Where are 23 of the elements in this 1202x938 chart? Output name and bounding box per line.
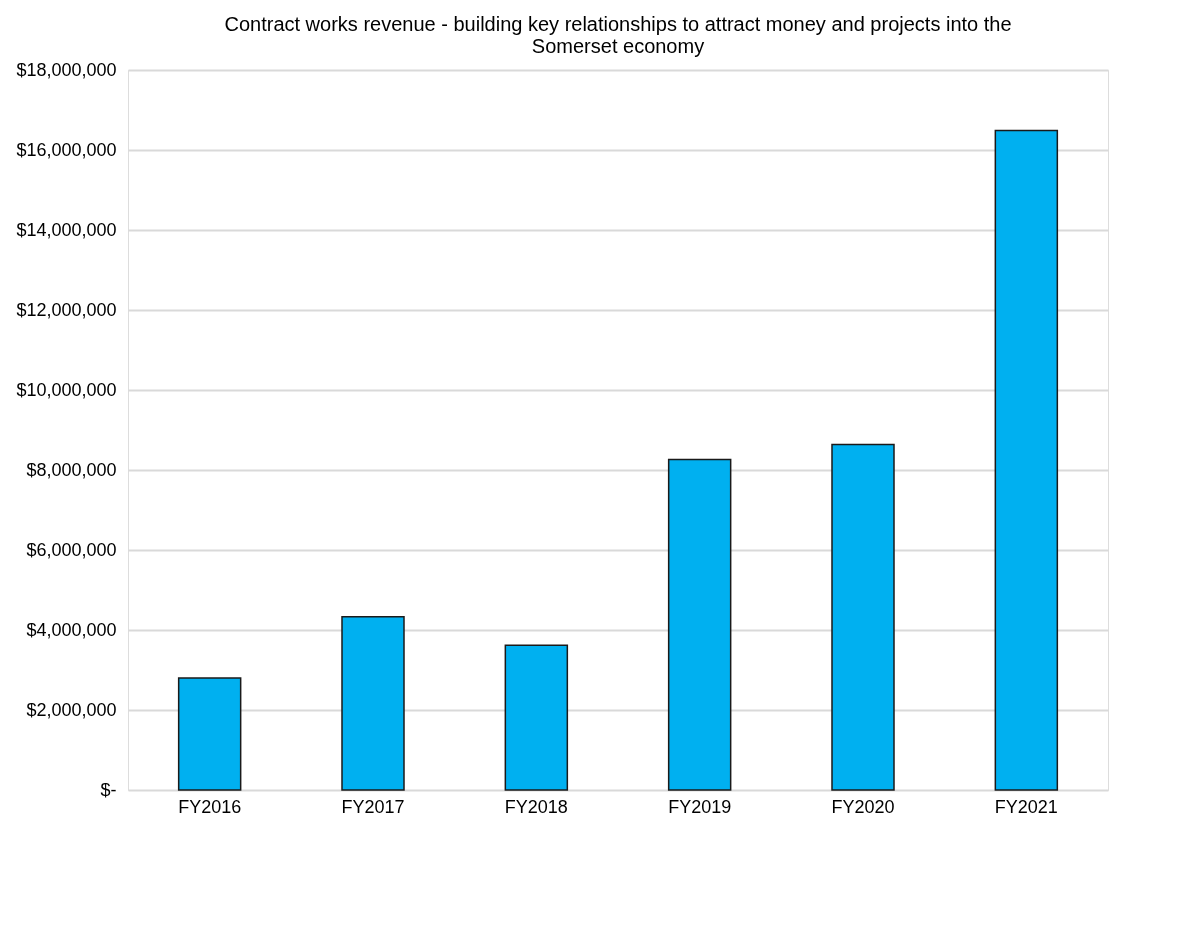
x-tick-label: FY2020 (831, 796, 895, 817)
y-tick-label: $4,000,000 (26, 619, 117, 640)
y-tick-label: $16,000,000 (16, 139, 117, 160)
y-tick-label: $12,000,000 (16, 299, 117, 320)
x-tick-label: FY2019 (668, 796, 732, 817)
y-tick-label: $10,000,000 (16, 379, 117, 400)
y-tick-label: $2,000,000 (26, 699, 117, 720)
y-tick-label: $- (100, 779, 117, 800)
bar (994, 129, 1059, 791)
bar (504, 644, 569, 791)
bar (177, 677, 242, 791)
x-tick-label: FY2017 (341, 796, 405, 817)
bar (667, 458, 732, 791)
x-tick-label: FY2016 (178, 796, 242, 817)
bar (831, 443, 895, 791)
x-tick-label: FY2018 (504, 796, 568, 817)
bar (341, 616, 405, 791)
y-tick-label: $8,000,000 (26, 459, 117, 480)
y-tick-label: $18,000,000 (16, 59, 117, 80)
chart-title: Contract works revenue - building key relationships to attract money and projects into the Somerset economy (224, 13, 1012, 57)
y-tick-label: $14,000,000 (16, 219, 117, 240)
y-tick-label: $6,000,000 (26, 539, 117, 560)
x-tick-label: FY2021 (994, 796, 1058, 817)
